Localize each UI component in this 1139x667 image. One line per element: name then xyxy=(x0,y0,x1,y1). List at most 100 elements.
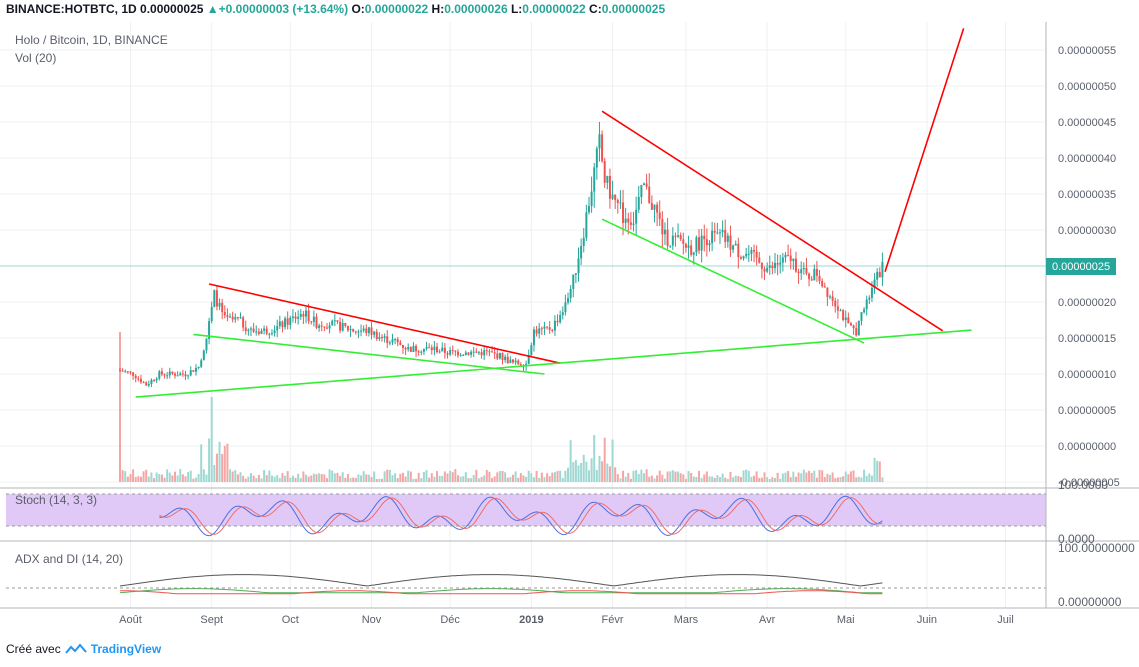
volume-bar xyxy=(349,478,352,482)
candle-body xyxy=(341,322,344,331)
candle-body xyxy=(763,268,766,272)
candle-body xyxy=(383,336,386,339)
candle-body xyxy=(286,318,289,325)
volume-bar xyxy=(189,470,192,482)
candle-body xyxy=(590,191,593,206)
candle-body xyxy=(865,299,868,310)
volume-bar xyxy=(367,474,370,482)
volume-bar xyxy=(522,475,525,482)
candle-body xyxy=(396,339,399,343)
candle-body xyxy=(242,317,245,328)
stoch-lines xyxy=(159,495,883,537)
volume-bar xyxy=(331,470,334,482)
x-tick-label: Juil xyxy=(997,614,1014,626)
candle-body xyxy=(737,243,740,258)
volume-bar xyxy=(729,471,732,482)
candle-body xyxy=(315,316,318,328)
volume-bar xyxy=(771,477,774,482)
volume-bar xyxy=(572,462,575,482)
volume-bar xyxy=(703,474,706,482)
volume-bar xyxy=(768,478,771,482)
volume-bar xyxy=(624,476,627,482)
volume-bar xyxy=(535,470,538,482)
volume-bar xyxy=(580,462,583,482)
volume-bar xyxy=(234,470,237,482)
footer-brand[interactable]: TradingView xyxy=(90,642,162,656)
candle-body xyxy=(496,353,499,359)
candle-body xyxy=(703,235,706,240)
candle-body xyxy=(538,328,541,334)
volume-bar xyxy=(760,477,763,482)
candle-body xyxy=(726,235,729,242)
symbol[interactable]: BINANCE:HOTBTC, 1D xyxy=(6,2,137,16)
volume-bar xyxy=(611,439,614,482)
candle-body xyxy=(375,331,378,339)
volume-bar xyxy=(433,476,436,482)
volume-bar xyxy=(849,471,852,482)
candle-body xyxy=(373,331,376,335)
volume-bar xyxy=(134,477,137,482)
candle-body xyxy=(876,271,879,280)
y-tick-label: 0.00000005 xyxy=(1058,405,1116,417)
x-tick-label: Avr xyxy=(759,614,776,626)
candle-body xyxy=(310,321,313,323)
candle-body xyxy=(252,328,255,332)
candle-body xyxy=(163,374,166,376)
candle-body xyxy=(687,245,690,248)
x-axis-labels: Août Sept Oct Nov Déc 2019 Févr Mars Avr Mai Juin J… xyxy=(119,614,1014,626)
volume-bar xyxy=(197,474,200,482)
volume-bar xyxy=(454,469,457,482)
main-pane-bg xyxy=(0,22,1046,488)
volume-bar xyxy=(278,478,281,482)
candle-body xyxy=(800,269,803,274)
candle-body xyxy=(805,267,808,274)
volume-bar xyxy=(496,472,499,482)
volume-bar xyxy=(451,472,454,482)
volume-bar xyxy=(252,475,255,482)
di-plus-line xyxy=(119,588,883,594)
candle-body xyxy=(608,175,611,199)
candle-body xyxy=(548,327,551,330)
candle-body xyxy=(564,302,567,313)
candle-body xyxy=(802,267,805,270)
volume-bar xyxy=(302,471,305,482)
volume-bar xyxy=(527,470,530,482)
volume-bar xyxy=(174,471,177,482)
candle-body xyxy=(354,331,357,333)
candle-body xyxy=(139,378,142,383)
candle-body xyxy=(229,316,232,318)
volume-bar xyxy=(428,477,431,482)
volume-bar xyxy=(412,478,415,482)
candle-body xyxy=(234,317,237,320)
candle-body xyxy=(137,378,140,380)
candle-body xyxy=(813,268,816,281)
volume-bar xyxy=(632,470,635,482)
candle-body xyxy=(221,302,224,312)
candle-body xyxy=(441,347,444,352)
volume-bar xyxy=(671,470,674,482)
candle-body xyxy=(844,317,847,321)
volume-bar xyxy=(781,473,784,482)
candle-body xyxy=(208,321,211,339)
volume-bar xyxy=(472,474,475,482)
candle-body xyxy=(713,230,716,233)
volume-bar xyxy=(538,478,541,482)
candle-body xyxy=(692,252,695,255)
candle-body xyxy=(477,352,480,354)
volume-bar xyxy=(399,473,402,482)
price-badge-text: 0.00000025 xyxy=(1052,261,1110,273)
candle-body xyxy=(420,351,423,353)
candle-body xyxy=(677,235,680,237)
candle-body xyxy=(593,167,596,192)
volume-bar xyxy=(595,469,598,482)
candle-body xyxy=(498,352,501,359)
volume-bar xyxy=(682,474,685,482)
volume-bar xyxy=(323,474,326,482)
candle-body xyxy=(270,333,273,335)
volume-bar xyxy=(244,478,247,482)
candle-body xyxy=(247,329,250,332)
candle-body xyxy=(210,306,213,322)
tradingview-logo-icon[interactable] xyxy=(64,643,87,655)
volume-bar xyxy=(362,471,365,482)
candle-body xyxy=(336,320,339,322)
